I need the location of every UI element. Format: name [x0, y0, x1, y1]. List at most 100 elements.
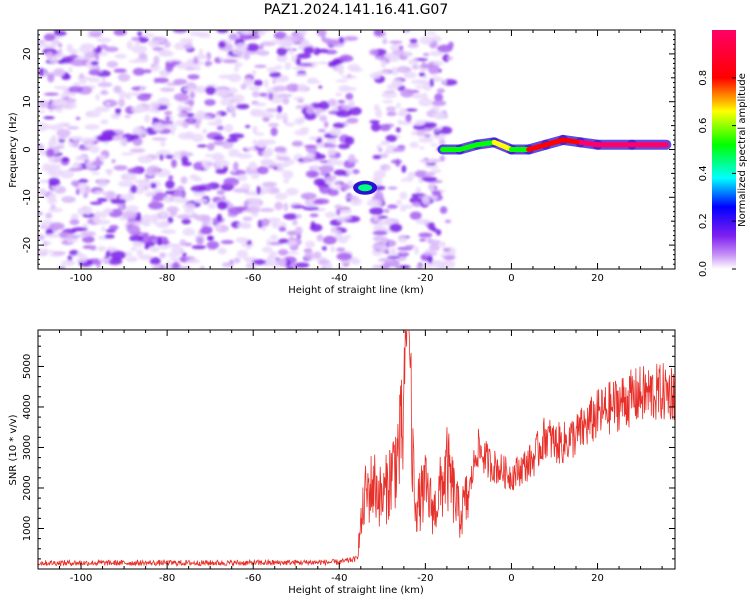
noise-blob [246, 245, 252, 250]
noise-blob [172, 197, 189, 204]
noise-blob [379, 123, 391, 132]
noise-blob [175, 186, 186, 191]
noise-blob [384, 250, 390, 254]
bottom-x-tick-label: 20 [591, 573, 604, 584]
noise-blob [397, 236, 408, 243]
noise-blob [144, 114, 151, 123]
noise-blob [71, 227, 88, 232]
noise-blob [78, 178, 89, 184]
noise-blob [104, 190, 116, 200]
noise-blob [170, 159, 177, 168]
snr-panel: -100 -80 -60 -40 -20 0 20 1000 2000 3000 4000 5000… [8, 329, 676, 596]
noise-blob [285, 122, 296, 127]
noise-blob [68, 167, 83, 172]
noise-blob [280, 75, 288, 81]
noise-blob [82, 235, 95, 244]
noise-blob [295, 226, 303, 235]
noise-blob [329, 128, 342, 137]
noise-blob [390, 67, 399, 76]
noise-blob [38, 67, 44, 77]
noise-blob [336, 64, 344, 72]
noise-blob [165, 260, 171, 267]
noise-blob [350, 99, 355, 109]
snr-series-line [38, 330, 675, 568]
noise-blob [142, 93, 153, 97]
noise-blob [274, 192, 288, 200]
noise-blob [267, 217, 281, 224]
noise-blob [373, 170, 386, 179]
noise-blob [304, 195, 309, 200]
noise-blob [321, 246, 327, 251]
noise-blob [246, 206, 261, 213]
noise-blob [192, 56, 199, 65]
noise-blob [147, 192, 157, 196]
noise-blob [38, 126, 48, 132]
noise-blob [89, 201, 103, 205]
noise-blob [258, 30, 266, 37]
noise-blob [228, 33, 239, 41]
noise-blob [69, 249, 79, 256]
noise-blob [386, 255, 400, 259]
noise-blob [70, 59, 87, 67]
noise-blob [149, 257, 161, 265]
noise-blob [335, 92, 343, 97]
noise-blob [313, 178, 326, 186]
noise-blob [270, 127, 278, 137]
noise-blob [179, 38, 194, 44]
noise-blob [150, 63, 157, 68]
noise-blob [118, 98, 126, 108]
noise-blob [438, 125, 443, 131]
noise-blob [402, 51, 412, 57]
noise-blob [216, 159, 230, 169]
noise-blob [295, 214, 302, 219]
noise-blob [226, 138, 239, 143]
noise-blob [437, 44, 453, 53]
noise-blob [152, 47, 165, 51]
noise-blob [107, 169, 112, 177]
noise-blob [95, 93, 100, 101]
noise-blob [372, 230, 388, 236]
noise-blob [72, 141, 79, 148]
noise-blob [107, 257, 123, 265]
bottom-y-tick-label: 5000 [22, 354, 33, 379]
noise-blob [215, 113, 221, 117]
noise-blob [182, 202, 196, 210]
noise-blob [447, 56, 454, 61]
noise-blob [228, 104, 236, 114]
noise-blob [415, 218, 430, 225]
noise-blob [259, 92, 268, 97]
noise-blob [285, 259, 291, 267]
noise-blob [260, 190, 265, 196]
noise-blob [262, 117, 270, 122]
bottom-x-tick-label: -80 [159, 573, 175, 584]
noise-blob [279, 41, 291, 48]
noise-blob [216, 189, 225, 195]
noise-blob [397, 112, 405, 116]
noise-blob [57, 48, 63, 56]
noise-blob [113, 129, 124, 134]
noise-blob [348, 106, 362, 116]
noise-blob [150, 264, 161, 269]
noise-blob [366, 199, 383, 207]
noise-blob [334, 204, 343, 209]
signal-core [544, 138, 565, 146]
noise-blob [38, 42, 48, 47]
noise-blob [92, 215, 100, 224]
noise-blob [320, 266, 327, 269]
noise-blob [69, 48, 78, 55]
spectrogram-features [353, 134, 672, 195]
noise-blob [228, 73, 242, 83]
noise-blob [96, 179, 109, 188]
noise-blob [130, 91, 140, 97]
noise-blob [96, 37, 112, 43]
noise-blob [76, 251, 83, 256]
bottom-x-tick-label: -20 [417, 573, 433, 584]
noise-blob [421, 195, 431, 205]
bottom-y-tick-label: 2000 [22, 475, 33, 500]
noise-blob [276, 47, 287, 57]
noise-blob [216, 125, 224, 131]
noise-blob [183, 87, 197, 92]
noise-blob [218, 57, 225, 61]
noise-blob [129, 234, 144, 242]
noise-blob [138, 254, 153, 261]
